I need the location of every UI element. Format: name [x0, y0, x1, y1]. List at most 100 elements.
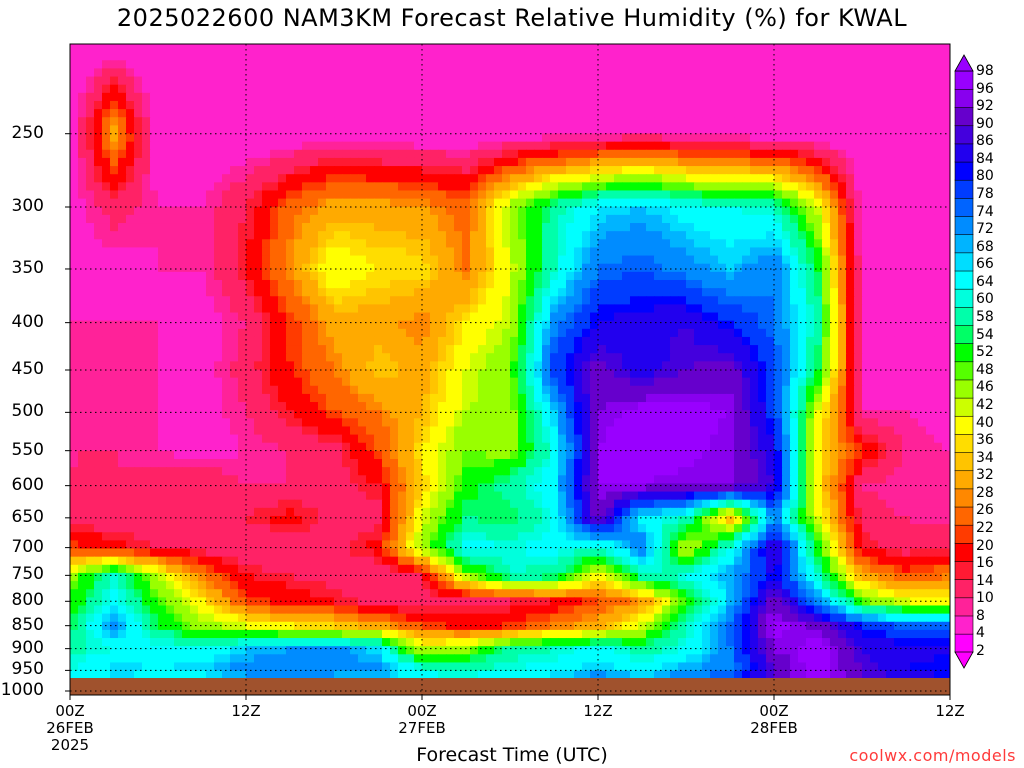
rh-cell	[662, 231, 671, 240]
rh-cell	[830, 288, 839, 297]
rh-cell	[670, 100, 679, 110]
rh-cell	[126, 223, 135, 232]
rh-cell	[166, 141, 175, 151]
rh-cell	[350, 296, 359, 305]
rh-cell	[430, 174, 439, 183]
rh-cell	[886, 402, 895, 411]
rh-cell	[342, 336, 351, 346]
rh-cell	[190, 353, 199, 362]
rh-cell	[166, 223, 175, 232]
rh-cell	[902, 320, 911, 330]
rh-cell	[270, 92, 279, 102]
rh-cell	[590, 117, 599, 126]
rh-cell	[94, 109, 103, 118]
rh-cell	[838, 84, 847, 94]
rh-cell	[414, 263, 423, 273]
rh-cell	[686, 393, 695, 403]
rh-cell	[102, 92, 111, 102]
rh-cell	[878, 345, 887, 354]
rh-cell	[270, 231, 279, 240]
rh-cell	[406, 288, 415, 297]
rh-cell	[854, 76, 863, 86]
rh-cell	[406, 361, 415, 371]
rh-cell	[710, 174, 719, 183]
rh-cell	[774, 100, 783, 110]
rh-cell	[182, 385, 191, 395]
rh-cell	[774, 369, 783, 379]
rh-cell	[902, 231, 911, 240]
rh-cell	[886, 84, 895, 94]
rh-cell	[734, 239, 743, 249]
rh-cell	[486, 60, 495, 70]
rh-cell	[454, 125, 463, 135]
rh-cell	[726, 320, 735, 330]
rh-cell	[566, 92, 575, 102]
rh-cell	[502, 166, 511, 175]
rh-cell	[550, 279, 559, 289]
rh-cell	[374, 288, 383, 297]
rh-cell	[894, 174, 903, 183]
rh-cell	[486, 76, 495, 86]
rh-cell	[798, 231, 807, 240]
rh-cell	[894, 166, 903, 175]
rh-cell	[86, 133, 95, 143]
rh-cell	[790, 84, 799, 94]
rh-cell	[830, 263, 839, 273]
rh-cell	[318, 182, 327, 192]
rh-cell	[614, 328, 623, 338]
rh-cell	[446, 402, 455, 411]
rh-cell	[526, 109, 535, 118]
rh-cell	[918, 247, 927, 257]
rh-cell	[270, 84, 279, 94]
rh-cell	[430, 149, 439, 159]
rh-cell	[798, 125, 807, 135]
rh-cell	[142, 100, 151, 110]
rh-cell	[718, 402, 727, 411]
rh-cell	[662, 328, 671, 338]
rh-cell	[870, 92, 879, 102]
rh-cell	[630, 44, 639, 53]
rh-cell	[734, 336, 743, 346]
rh-cell	[830, 44, 839, 53]
rh-cell	[70, 320, 79, 330]
rh-cell	[294, 182, 303, 192]
rh-cell	[830, 255, 839, 265]
rh-cell	[678, 304, 687, 314]
rh-cell	[670, 369, 679, 379]
rh-cell	[118, 92, 127, 102]
rh-cell	[838, 296, 847, 305]
rh-cell	[886, 353, 895, 362]
rh-cell	[166, 304, 175, 314]
rh-cell	[286, 288, 295, 297]
rh-cell	[590, 385, 599, 395]
rh-cell	[406, 312, 415, 322]
rh-cell	[126, 100, 135, 110]
rh-cell	[614, 52, 623, 61]
rh-cell	[342, 328, 351, 338]
rh-cell	[462, 328, 471, 338]
rh-cell	[478, 312, 487, 322]
rh-cell	[646, 157, 655, 167]
rh-cell	[838, 157, 847, 167]
rh-cell	[502, 336, 511, 346]
rh-cell	[366, 206, 375, 216]
rh-cell	[470, 68, 479, 78]
rh-cell	[70, 361, 79, 371]
rh-cell	[246, 369, 255, 379]
rh-cell	[542, 125, 551, 135]
rh-cell	[822, 174, 831, 183]
rh-cell	[454, 247, 463, 257]
rh-cell	[390, 117, 399, 126]
rh-cell	[718, 60, 727, 70]
rh-cell	[462, 271, 471, 281]
rh-cell	[774, 68, 783, 78]
rh-cell	[718, 182, 727, 192]
rh-cell	[374, 141, 383, 151]
rh-cell	[222, 320, 231, 330]
rh-cell	[254, 157, 263, 167]
rh-cell	[374, 377, 383, 387]
rh-cell	[142, 345, 151, 354]
rh-cell	[926, 44, 935, 53]
rh-cell	[518, 117, 527, 126]
rh-cell	[86, 223, 95, 232]
